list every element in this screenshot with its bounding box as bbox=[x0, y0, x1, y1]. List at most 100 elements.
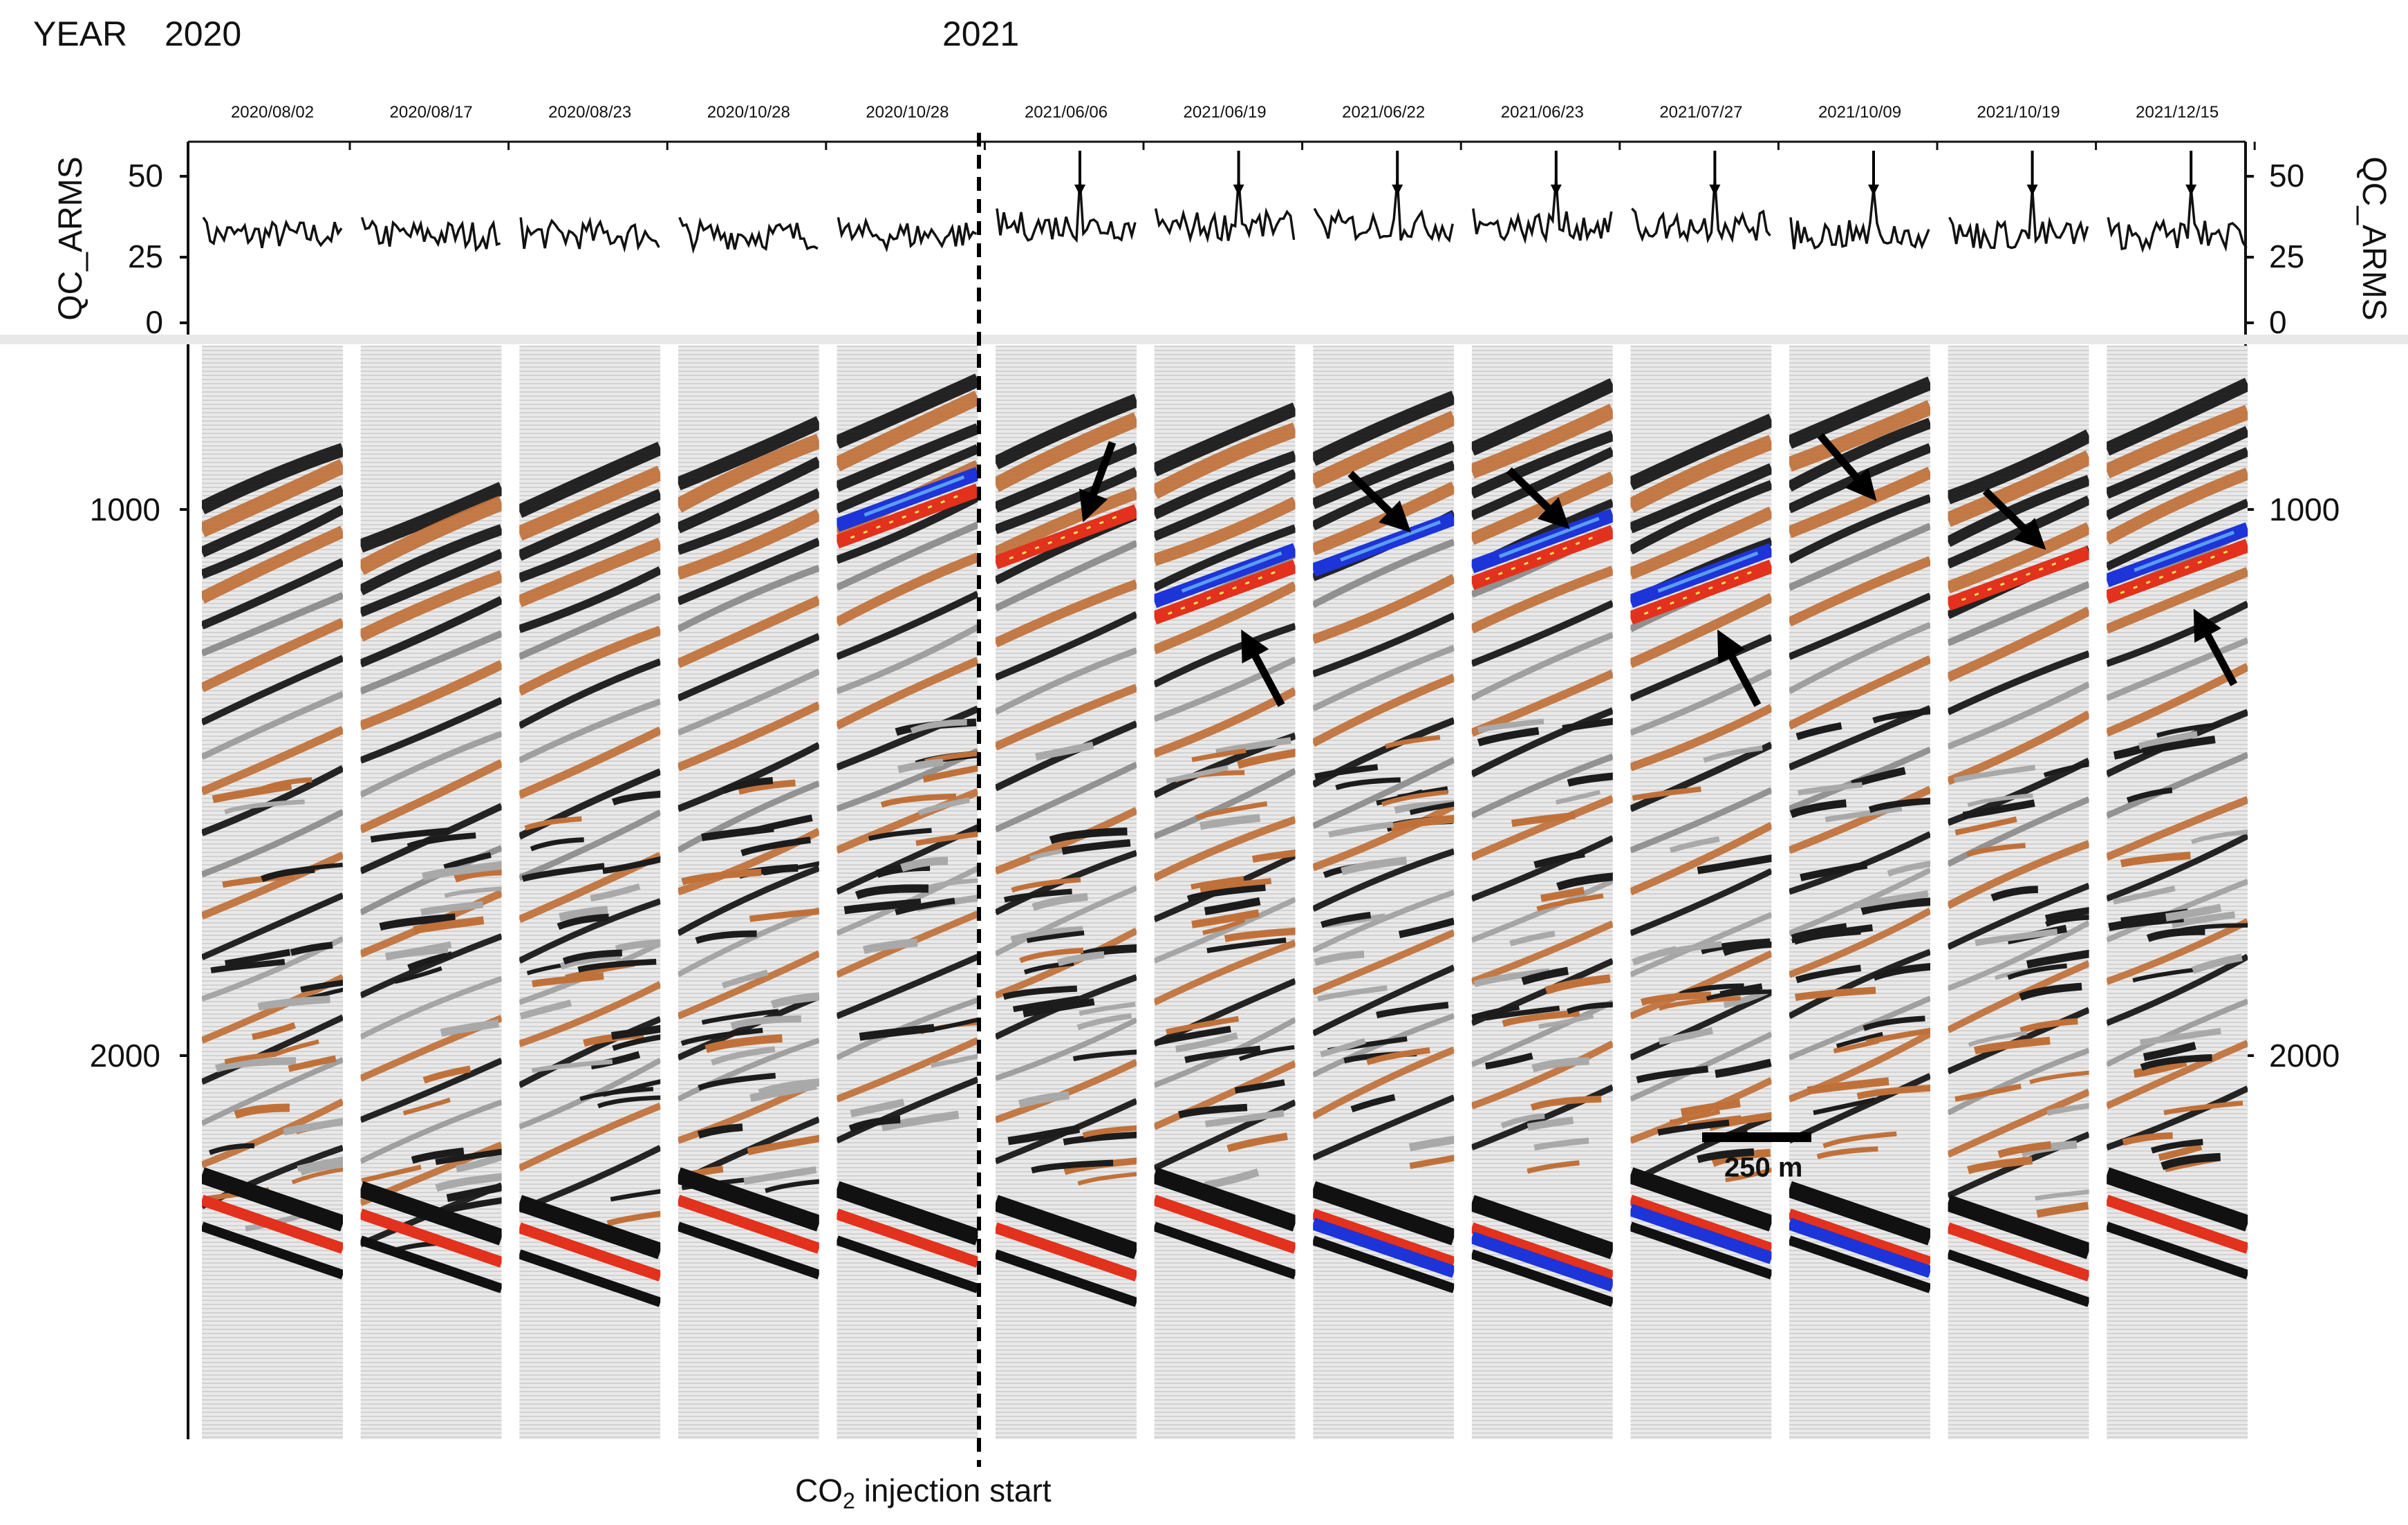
reflector-segment bbox=[1079, 1002, 1136, 1016]
reflector bbox=[202, 458, 343, 538]
reflector-segment bbox=[1077, 1172, 1137, 1186]
reflector-segment bbox=[1962, 799, 2035, 820]
reflector bbox=[1630, 435, 1772, 513]
reflector bbox=[1789, 785, 1930, 854]
reflector-segment bbox=[1657, 1119, 1730, 1136]
qc-arms-trace bbox=[678, 216, 819, 254]
deep-reflector-black bbox=[678, 1222, 819, 1280]
reflector-segment bbox=[1562, 718, 1613, 732]
reflector bbox=[1948, 960, 2089, 1033]
anomaly-arrow bbox=[1241, 629, 1285, 707]
reflector-segment bbox=[1485, 1005, 1560, 1021]
reflector bbox=[1789, 592, 1930, 660]
reflector-segment bbox=[1394, 800, 1455, 814]
qc-tick-left-0: 0 bbox=[145, 304, 163, 340]
seismic-panel bbox=[1471, 346, 1613, 1439]
reflector bbox=[519, 981, 661, 1047]
reflector bbox=[202, 725, 343, 796]
reflector-segment bbox=[1003, 888, 1072, 903]
reflector bbox=[519, 592, 661, 660]
panel-date-label: 2020/08/02 bbox=[231, 103, 314, 122]
reflector bbox=[678, 950, 819, 1020]
reflector bbox=[1471, 447, 1613, 521]
deep-reflector-black bbox=[837, 1235, 978, 1293]
reflector-segment bbox=[850, 1098, 905, 1118]
reflector-segment bbox=[1195, 801, 1268, 820]
reflector bbox=[202, 442, 343, 514]
reflector-segment bbox=[2191, 953, 2243, 974]
reflector-segment bbox=[577, 959, 657, 973]
reflector bbox=[678, 993, 819, 1061]
deep-reflector-black bbox=[996, 1249, 1137, 1307]
reflector-segment bbox=[1556, 789, 1600, 805]
panel-date-label: 2021/10/09 bbox=[1818, 103, 1901, 122]
reflector bbox=[837, 657, 978, 730]
seismic-panel bbox=[1630, 346, 1772, 1439]
reflector bbox=[1154, 496, 1296, 566]
reflector bbox=[996, 720, 1137, 792]
reflector-segment bbox=[1019, 947, 1084, 964]
reflector-segment bbox=[2133, 1058, 2187, 1078]
reflector bbox=[360, 1099, 502, 1164]
reflector-segment bbox=[443, 852, 492, 870]
reflector bbox=[996, 761, 1137, 833]
reflector-segment bbox=[370, 827, 450, 843]
reflector-segment bbox=[385, 941, 452, 960]
reflector-segment bbox=[1076, 1013, 1132, 1031]
qc-arms-trace bbox=[1789, 187, 1930, 250]
reflector bbox=[2107, 1040, 2248, 1110]
reflector bbox=[2107, 998, 2248, 1067]
reflector-segment bbox=[1035, 741, 1094, 761]
reflector-segment bbox=[747, 1134, 819, 1156]
reflector bbox=[2107, 467, 2248, 545]
deep-reflector-red bbox=[2107, 1195, 2248, 1254]
reflector-segment bbox=[361, 1164, 422, 1183]
reflector bbox=[1789, 494, 1930, 564]
reflector-segment bbox=[1527, 1116, 1574, 1131]
reflector-segment bbox=[273, 1039, 319, 1057]
reflector-segment bbox=[1816, 1146, 1878, 1159]
reflector-segment bbox=[1477, 727, 1540, 747]
reflector bbox=[519, 537, 661, 608]
reflector-segment bbox=[1669, 836, 1720, 854]
reflector-segment bbox=[1314, 951, 1365, 966]
reflector bbox=[1154, 581, 1296, 655]
reflector-segment bbox=[1715, 1058, 1772, 1078]
reflector-segment bbox=[1011, 877, 1081, 893]
reflector-segment bbox=[1872, 963, 1930, 981]
reflector-segment bbox=[610, 1189, 661, 1202]
reflector bbox=[1471, 404, 1613, 479]
reflector-segment bbox=[1063, 1131, 1137, 1145]
reflector-segment bbox=[2138, 731, 2199, 750]
reflector-segment bbox=[225, 948, 291, 967]
reflector-segment bbox=[880, 793, 957, 808]
reflector-segment bbox=[1010, 926, 1083, 943]
reflector-segment bbox=[440, 1019, 500, 1037]
reflector-segment bbox=[1026, 930, 1085, 944]
reflector bbox=[678, 742, 819, 812]
reflector-segment bbox=[1973, 1036, 2051, 1055]
reflector bbox=[2107, 751, 2248, 819]
reflector bbox=[2107, 918, 2248, 985]
reflector-segment bbox=[1836, 1031, 1883, 1049]
reflector-segment bbox=[1968, 1031, 2027, 1047]
reflector-segment bbox=[1567, 1002, 1613, 1014]
reflector-segment bbox=[579, 1087, 654, 1101]
deep-reflector bbox=[837, 1181, 978, 1246]
reflector-segment bbox=[855, 884, 929, 900]
reflector bbox=[996, 487, 1137, 559]
reflector-segment bbox=[1186, 884, 1266, 902]
qc-tick-left-25: 25 bbox=[128, 238, 163, 274]
reflector-segment bbox=[2043, 762, 2089, 778]
deep-reflector bbox=[678, 1167, 819, 1232]
reflector bbox=[1471, 999, 1613, 1067]
deep-reflector bbox=[519, 1195, 661, 1260]
reflector-segment bbox=[407, 832, 476, 850]
reflector bbox=[202, 1057, 343, 1126]
reflector-segment bbox=[1191, 876, 1244, 890]
reflector-segment bbox=[234, 1103, 290, 1119]
reflector bbox=[1948, 450, 2089, 527]
depth-tick-right-2000: 2000 bbox=[2269, 1038, 2340, 1074]
reflector-segment bbox=[1049, 827, 1128, 845]
depth-tick-left-1000: 1000 bbox=[90, 492, 160, 527]
